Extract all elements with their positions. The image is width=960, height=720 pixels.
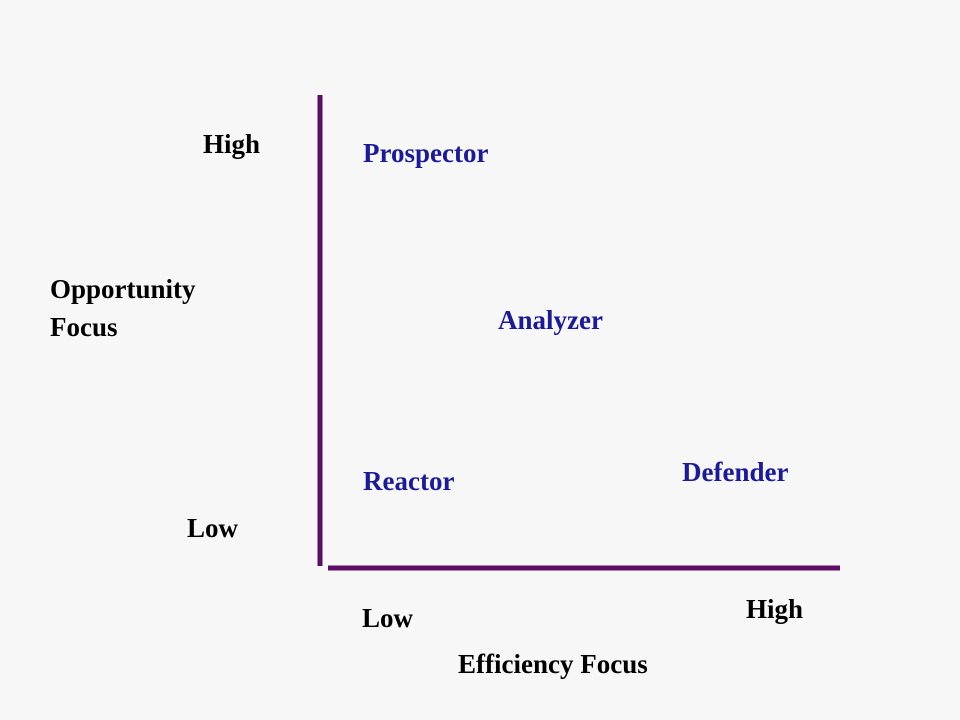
y-axis-label: Opportunity	[50, 274, 196, 304]
type-label: Analyzer	[498, 305, 603, 335]
x-high-label: High	[746, 594, 803, 624]
x-axis-label: Efficiency Focus	[458, 649, 648, 679]
type-label: Reactor	[363, 466, 454, 496]
y-high-label: High	[203, 129, 260, 159]
type-label: Prospector	[363, 138, 488, 168]
x-low-label: Low	[362, 603, 414, 633]
y-axis-label: Focus	[50, 312, 118, 342]
type-label: Defender	[682, 457, 788, 487]
y-low-label: Low	[187, 513, 239, 543]
